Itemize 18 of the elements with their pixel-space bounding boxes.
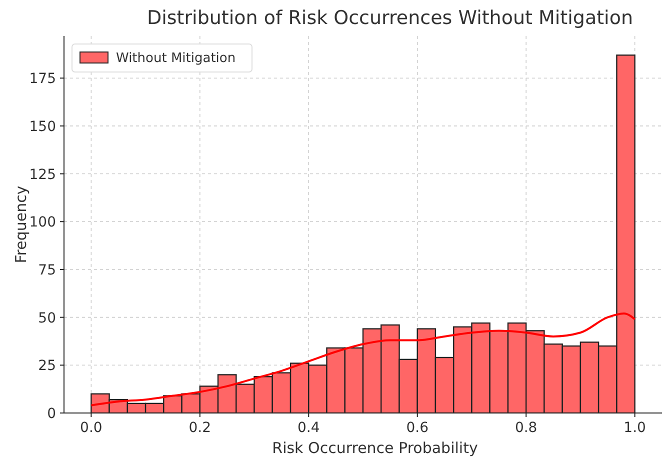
y-tick-label: 125: [29, 166, 56, 183]
x-tick-label: 0.6: [406, 420, 429, 436]
x-tick-label: 0.8: [514, 420, 538, 436]
y-tick-label: 25: [38, 358, 56, 374]
y-tick-label: 0: [47, 406, 56, 422]
y-tick-label: 50: [38, 310, 56, 326]
y-tick-label: 175: [29, 71, 56, 88]
x-tick-label: 1.0: [624, 420, 646, 436]
x-tick-label: 0.2: [188, 420, 212, 436]
y-axis-title: Frequency: [12, 186, 30, 264]
chart-title: Distribution of Risk Occurrences Without Mitigation: [146, 7, 634, 29]
x-tick-label: 0.0: [80, 420, 102, 436]
legend-label: Without Mitigation: [116, 51, 236, 66]
x-tick-label: 0.4: [298, 420, 320, 436]
x-axis-title: Risk Occurrence Probability: [272, 439, 478, 457]
y-tick-label: 75: [38, 262, 56, 278]
y-tick-label: 100: [29, 214, 56, 231]
y-tick-label: 150: [29, 118, 56, 135]
